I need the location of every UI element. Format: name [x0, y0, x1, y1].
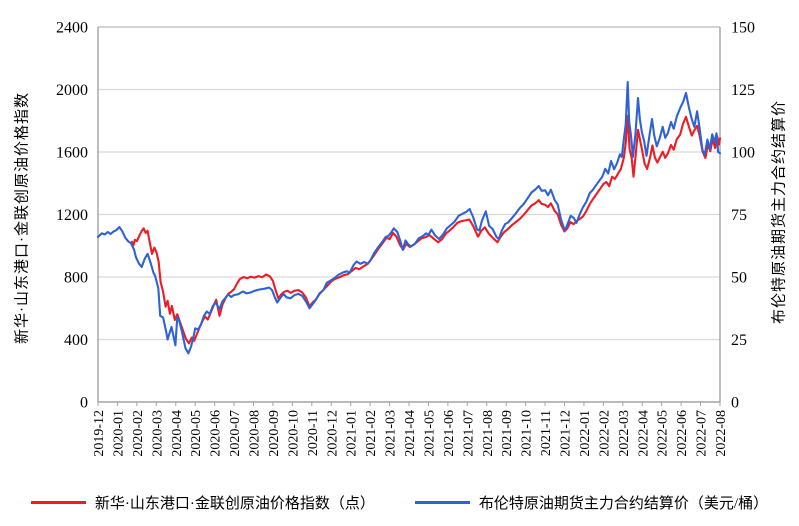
x-tick-label: 2021-02	[364, 410, 379, 457]
x-tick-label: 2020-06	[209, 410, 224, 457]
right-axis-title: 布伦特原油期货主力合约结算价	[771, 99, 788, 325]
left-axis-title: 新华·山东港口·金联创原油价格指数	[14, 92, 31, 344]
x-tick-label: 2021-06	[442, 410, 457, 457]
left-axis-tick-label: 0	[80, 395, 88, 412]
x-tick-label: 2021-05	[422, 410, 437, 457]
x-tick-label: 2021-01	[345, 410, 360, 457]
right-axis-tick-label: 150	[731, 20, 755, 37]
legend-swatch-blue-line	[414, 501, 470, 504]
left-axis-tick-label: 800	[64, 270, 88, 287]
legend-label-index: 新华·山东港口·金联创原油价格指数（点）	[94, 496, 375, 512]
x-tick-label: 2020-08	[248, 410, 263, 457]
left-axis-tick-label: 2400	[56, 20, 88, 37]
series-line-0	[130, 114, 722, 345]
x-tick-label: 2021-07	[461, 410, 476, 457]
left-axis-tick-label: 1600	[56, 145, 88, 162]
x-tick-label: 2021-12	[559, 410, 574, 457]
right-axis-tick-label: 100	[731, 145, 755, 162]
x-tick-label: 2021-09	[500, 410, 515, 457]
right-axis-tick-label: 50	[731, 270, 747, 287]
right-axis-tick-label: 0	[731, 395, 739, 412]
x-tick-label: 2020-10	[286, 410, 301, 457]
x-tick-label: 2020-01	[111, 410, 126, 457]
x-tick-label: 2022-04	[636, 410, 651, 457]
legend-item-brent: 布伦特原油期货主力合约结算价（美元/桶）	[414, 492, 769, 513]
x-tick-label: 2021-03	[384, 410, 399, 457]
x-tick-label: 2020-11	[306, 410, 321, 456]
x-tick-label: 2020-05	[189, 410, 204, 457]
x-tick-label: 2019-12	[92, 410, 107, 457]
x-tick-label: 2021-11	[539, 410, 554, 456]
legend-label-brent: 布伦特原油期货主力合约结算价（美元/桶）	[478, 496, 769, 512]
left-axis-tick-label: 1200	[56, 207, 88, 224]
x-tick-label: 2020-09	[267, 410, 282, 457]
right-axis-tick-label: 75	[731, 207, 747, 224]
x-tick-label: 2022-01	[578, 410, 593, 457]
legend: 新华·山东港口·金联创原油价格指数（点） 布伦特原油期货主力合约结算价（美元/桶…	[0, 492, 799, 513]
series-line-1	[96, 80, 722, 355]
x-tick-label: 2022-07	[695, 410, 710, 457]
x-tick-label: 2021-04	[403, 410, 418, 457]
x-tick-label: 2020-04	[170, 410, 185, 457]
left-axis-tick-label: 2000	[56, 82, 88, 99]
x-tick-label: 2020-07	[228, 410, 243, 457]
left-axis-tick-label: 400	[64, 332, 88, 349]
legend-item-index: 新华·山东港口·金联创原油价格指数（点）	[30, 492, 375, 513]
right-axis-tick-label: 125	[731, 82, 755, 99]
x-tick-label: 2022-02	[597, 410, 612, 457]
right-axis-tick-label: 25	[731, 332, 747, 349]
x-tick-label: 2022-08	[714, 410, 729, 457]
x-tick-label: 2020-12	[325, 410, 340, 457]
x-tick-label: 2022-05	[656, 410, 671, 457]
x-tick-label: 2020-03	[150, 410, 165, 457]
x-tick-label: 2020-02	[131, 410, 146, 457]
x-tick-label: 2021-10	[520, 410, 535, 457]
x-tick-label: 2022-06	[675, 410, 690, 457]
x-tick-label: 2021-08	[481, 410, 496, 457]
legend-swatch-red-line	[30, 501, 86, 504]
x-tick-label: 2022-03	[617, 410, 632, 457]
